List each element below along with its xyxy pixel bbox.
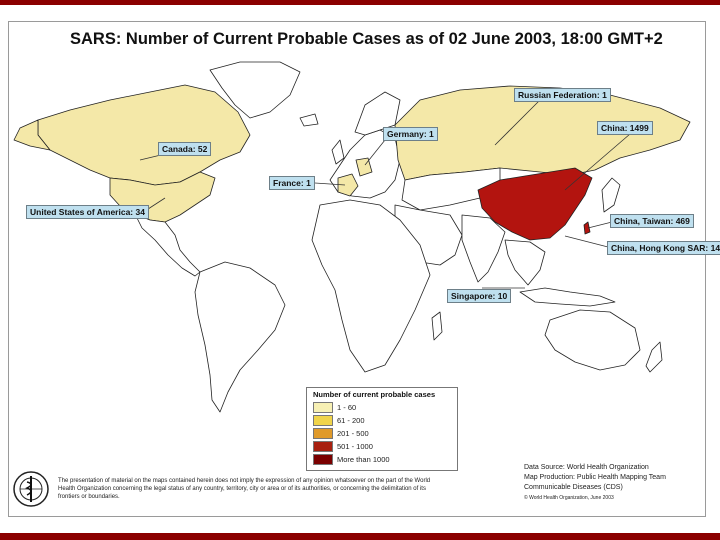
france-region: [337, 173, 359, 197]
madagascar: [431, 311, 443, 341]
india: [461, 214, 506, 283]
callout-hongkong: China, Hong Kong SAR: 145: [607, 241, 720, 255]
germany-region: [355, 157, 373, 177]
legend-label: 201 - 500: [337, 429, 369, 438]
leader-taiwan: [587, 221, 613, 229]
callout-taiwan: China, Taiwan: 469: [610, 214, 694, 228]
alaska-region: [13, 119, 51, 151]
leader-germany: [364, 139, 386, 166]
africa: [311, 199, 431, 373]
copyright-line: © World Health Organization, June 2003: [524, 495, 614, 501]
legend-swatch: [313, 441, 333, 452]
australia: [544, 309, 641, 371]
leader-hongkong: [564, 235, 609, 248]
callout-china: China: 1499: [597, 121, 653, 135]
legend-item: 61 - 200: [313, 415, 365, 426]
greenland: [209, 61, 301, 119]
data-source-block: Data Source: World Health Organization M…: [524, 463, 696, 503]
callout-singapore: Singapore: 10: [447, 289, 512, 303]
top-band: [0, 0, 720, 5]
japan: [601, 177, 621, 213]
callout-canada: Canada: 52: [158, 142, 212, 156]
china-region: [477, 167, 593, 241]
mexico-central-america: [134, 213, 201, 277]
map-title: SARS: Number of Current Probable Cases a…: [70, 30, 663, 48]
legend-label: 61 - 200: [337, 416, 365, 425]
callout-germany: Germany: 1: [383, 127, 438, 141]
iceland: [299, 113, 319, 127]
leader-russia: [494, 99, 541, 146]
legend-swatch: [313, 454, 333, 465]
legend-label: 501 - 1000: [337, 442, 373, 451]
legend-item: 1 - 60: [313, 402, 356, 413]
source-line: Map Production: Public Health Mapping Te…: [524, 474, 666, 481]
southeast-asia: [504, 239, 546, 286]
legend-item: 501 - 1000: [313, 441, 373, 452]
disclaimer-text: The presentation of material on the maps…: [58, 478, 431, 500]
canada-region: [37, 84, 251, 186]
new-zealand: [645, 341, 663, 373]
legend-swatch: [313, 402, 333, 413]
source-line: Data Source: World Health Organization: [524, 464, 649, 471]
south-america: [194, 261, 286, 413]
bottom-band: [0, 533, 720, 540]
legend-item: More than 1000: [313, 454, 390, 465]
who-emblem-icon: [13, 471, 49, 507]
leader-france: [314, 182, 346, 186]
callout-usa: United States of America: 34: [26, 205, 149, 219]
legend-title: Number of current probable cases: [313, 390, 436, 399]
leader-china: [564, 133, 631, 191]
legend-label: 1 - 60: [337, 403, 357, 412]
legend-label: More than 1000: [337, 455, 390, 464]
callout-russia: Russian Federation: 1: [514, 88, 611, 102]
callout-france: France: 1: [269, 176, 315, 190]
indonesia: [519, 287, 616, 307]
legend-item: 201 - 500: [313, 428, 369, 439]
scandinavia: [354, 91, 401, 136]
taiwan-region: [583, 221, 591, 235]
uk-ireland: [331, 139, 345, 165]
legend-swatch: [313, 415, 333, 426]
map-legend: Number of current probable cases 1 - 60 …: [306, 387, 458, 471]
legend-swatch: [313, 428, 333, 439]
source-line: Communicable Diseases (CDS): [524, 484, 623, 491]
